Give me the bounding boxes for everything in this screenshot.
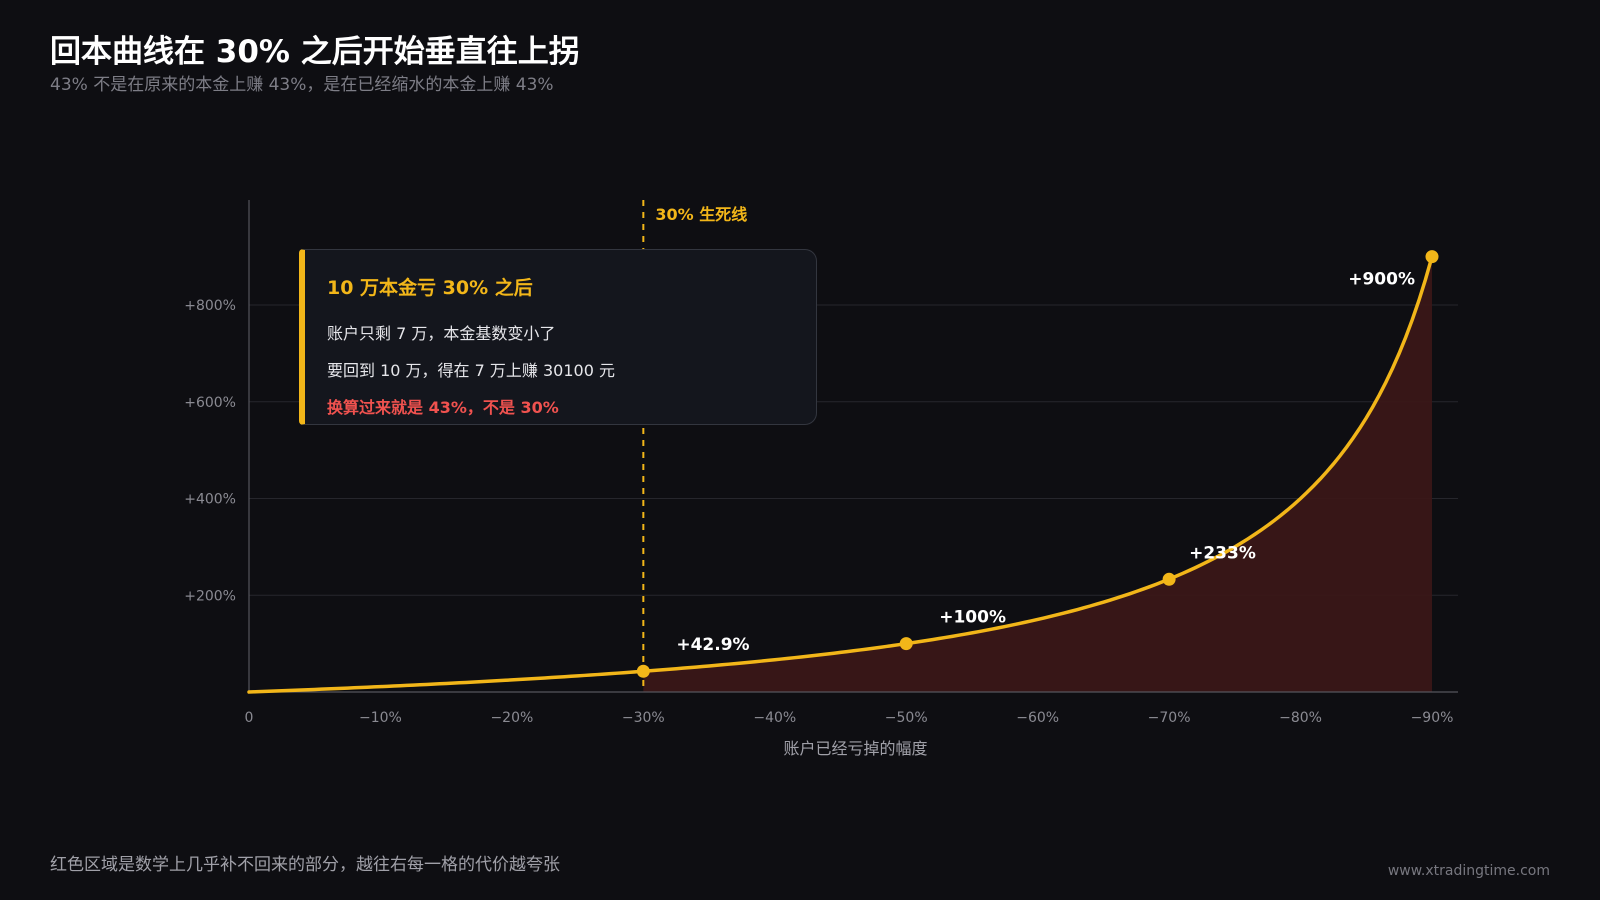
reference-line-30: 30% 生死线 <box>642 200 747 692</box>
data-label: +233% <box>1189 543 1256 563</box>
x-tick-label: −30% <box>622 710 665 726</box>
y-tick-label: +400% <box>184 492 236 508</box>
axes <box>248 200 1458 693</box>
data-point <box>636 664 650 678</box>
callout-line-1: 账户只剩 7 万，本金基数变小了 <box>327 324 556 343</box>
y-tick-label: +800% <box>184 298 236 314</box>
x-tick-label: −20% <box>490 710 533 726</box>
page-title: 回本曲线在 30% 之后开始垂直往上拐 <box>50 34 580 70</box>
data-label: +42.9% <box>676 635 749 655</box>
x-tick-label: −40% <box>753 710 796 726</box>
watermark: www.xtradingtime.com <box>1387 863 1550 879</box>
x-tick-label: −80% <box>1279 710 1322 726</box>
y-tick-label: +200% <box>184 588 236 604</box>
x-tick-label: 0 <box>245 710 254 726</box>
callout-line-warning: 换算过来就是 43%，不是 30% <box>327 398 559 417</box>
y-tick-label: +600% <box>184 395 236 411</box>
tick-labels: +200% +400% +600% +800% 0 −10% −20% −30% −40% −50… <box>184 298 1453 726</box>
data-point <box>1425 250 1439 264</box>
series-line-required-gain <box>247 254 1434 694</box>
highlight-points: +42.9% +100% +233% +900% <box>636 250 1439 678</box>
x-tick-label: −90% <box>1411 710 1454 726</box>
footer-note: 红色区域是数学上几乎补不回来的部分，越往右每一格的代价越夸张 <box>50 855 560 875</box>
data-point <box>899 637 913 651</box>
x-tick-label: −60% <box>1016 710 1059 726</box>
loss-area-fill <box>643 256 1432 692</box>
data-label: +900% <box>1348 270 1415 290</box>
callout-line-2: 要回到 10 万，得在 7 万上赚 30100 元 <box>327 361 615 380</box>
callout-box: 10 万本金亏 30% 之后 账户只剩 7 万，本金基数变小了 要回到 10 万… <box>299 249 817 425</box>
x-tick-label: −10% <box>359 710 402 726</box>
x-tick-label: −70% <box>1148 710 1191 726</box>
x-axis-label: 账户已经亏掉的幅度 <box>783 739 927 758</box>
callout-title: 10 万本金亏 30% 之后 <box>327 277 533 299</box>
data-label: +100% <box>939 608 1006 628</box>
data-point <box>1162 572 1176 586</box>
page-subtitle: 43% 不是在原来的本金上赚 43%，是在已经缩水的本金上赚 43% <box>50 75 554 95</box>
x-tick-label: −50% <box>885 710 928 726</box>
reference-line-label: 30% 生死线 <box>655 205 747 224</box>
